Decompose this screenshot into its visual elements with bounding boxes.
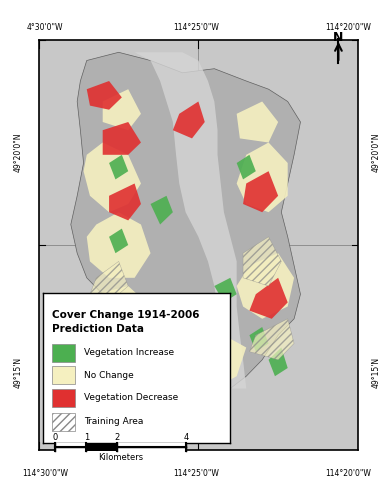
- Polygon shape: [84, 142, 141, 212]
- Text: 49°20'0"N: 49°20'0"N: [14, 132, 23, 172]
- Text: 114°25'0"W: 114°25'0"W: [173, 24, 219, 32]
- Text: 49°20'0"N: 49°20'0"N: [371, 132, 380, 172]
- Polygon shape: [243, 237, 281, 286]
- Polygon shape: [243, 171, 278, 212]
- Polygon shape: [214, 278, 237, 302]
- Text: 4: 4: [183, 432, 189, 442]
- Text: 4°30'0"W: 4°30'0"W: [26, 24, 63, 32]
- Text: N: N: [333, 31, 343, 44]
- Text: 114°20'0"W: 114°20'0"W: [325, 469, 371, 478]
- Text: 49°15'N: 49°15'N: [371, 357, 380, 388]
- Polygon shape: [237, 102, 278, 142]
- Text: Vegetation Increase: Vegetation Increase: [84, 348, 174, 357]
- Polygon shape: [237, 155, 256, 180]
- Polygon shape: [90, 262, 128, 302]
- Text: 1: 1: [84, 432, 89, 442]
- Polygon shape: [135, 52, 246, 388]
- Polygon shape: [109, 155, 128, 180]
- Polygon shape: [87, 81, 122, 110]
- Polygon shape: [109, 184, 141, 220]
- Polygon shape: [103, 89, 141, 130]
- Text: Kilometers: Kilometers: [98, 452, 143, 462]
- Polygon shape: [103, 122, 141, 155]
- Polygon shape: [249, 319, 294, 360]
- Polygon shape: [116, 294, 151, 335]
- Text: 114°20'0"W: 114°20'0"W: [325, 24, 371, 32]
- Text: Training Area: Training Area: [84, 417, 143, 426]
- Polygon shape: [87, 212, 151, 278]
- Text: Cover Change 1914-2006
Prediction Data: Cover Change 1914-2006 Prediction Data: [52, 310, 200, 334]
- Text: 49°15'N: 49°15'N: [14, 357, 23, 388]
- Polygon shape: [268, 348, 288, 376]
- Polygon shape: [249, 327, 268, 351]
- Polygon shape: [96, 286, 151, 335]
- FancyBboxPatch shape: [52, 412, 75, 430]
- Polygon shape: [173, 102, 205, 138]
- Polygon shape: [109, 228, 128, 253]
- Text: Vegetation Decrease: Vegetation Decrease: [84, 393, 178, 402]
- FancyBboxPatch shape: [52, 388, 75, 406]
- Text: 114°25'0"W: 114°25'0"W: [173, 469, 219, 478]
- FancyBboxPatch shape: [52, 366, 75, 384]
- Polygon shape: [237, 253, 294, 319]
- Polygon shape: [237, 142, 288, 212]
- Text: 0: 0: [53, 432, 58, 442]
- Polygon shape: [71, 52, 300, 409]
- Text: 2: 2: [115, 432, 120, 442]
- Polygon shape: [249, 278, 288, 319]
- Text: 114°30'0"W: 114°30'0"W: [22, 469, 68, 478]
- Polygon shape: [192, 335, 246, 388]
- Polygon shape: [151, 196, 173, 224]
- FancyBboxPatch shape: [52, 344, 75, 361]
- Text: No Change: No Change: [84, 370, 133, 380]
